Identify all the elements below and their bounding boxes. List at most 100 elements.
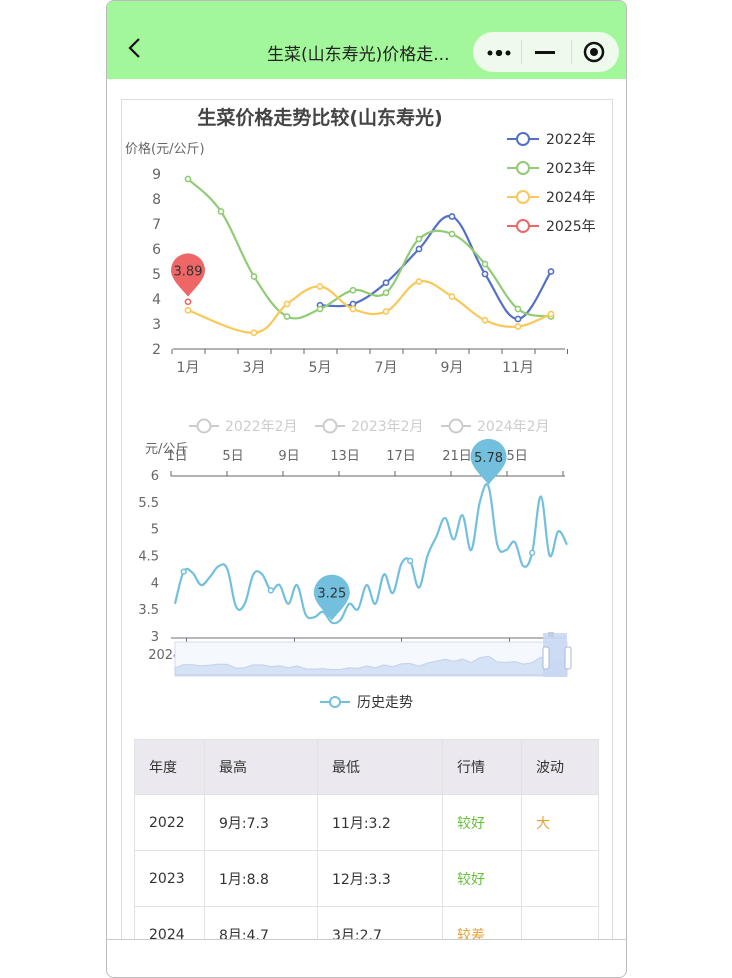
bottom-bar [107,939,626,977]
history-point [529,549,536,556]
cell-high: 1月:8.8 [204,850,318,907]
yearly-comparison-chart: 生菜价格走势比较(山东寿光) 价格(元/公斤) 2022年 2023年 2024年 2… [125,106,596,376]
history-series-line [173,483,568,625]
chart1-point [415,235,423,243]
chart2-top-tick: 17日 [386,449,416,464]
chart1-point [481,260,489,268]
chart1-pin: 3.89 [171,253,205,297]
chart1-ylabel: 价格(元/公斤) [125,141,205,157]
cell-volatility [521,850,599,907]
capsule-divider [571,40,572,64]
chart1-x-tick: 7月 [375,360,398,376]
chart2-ylabel: 元/公斤 [145,442,188,457]
chart1-legend-item[interactable]: 2023年 [507,161,596,177]
chart2-top-tick: 5日 [222,449,243,464]
chart1-point [415,278,423,285]
chart2-y-tick: 5.5 [138,496,159,511]
mini-program-capsule [473,32,619,72]
chart1-point [382,308,390,315]
chart2-y-tick: 4.5 [138,550,159,565]
chart1-legend-label: 2023年 [546,161,596,177]
chart1-x-tick: 3月 [243,360,266,376]
chart1-point [481,316,489,324]
table-row: 2022 9月:7.3 11月:3.2 较好 大 [134,794,599,851]
data-zoom-slider[interactable] [174,632,572,677]
chart2-top-tick: 9日 [278,449,299,464]
legend-marker [196,418,212,434]
chart2-series-legend[interactable]: 历史走势 [320,695,413,711]
history-point [267,587,274,594]
phone-frame: 生菜(山东寿光)价格走... 生菜价格走势比较(山东寿光) 价格(元/公斤) 2… [106,0,627,978]
header-year: 年度 [134,739,205,795]
chart1-legend-label: 2024年 [546,190,596,206]
chart1-point [250,329,258,337]
zoom-left-handle[interactable] [542,646,550,670]
chart1-point [448,230,456,238]
close-icon[interactable] [583,41,605,63]
legend-marker [516,190,530,204]
header-trend: 行情 [442,739,522,795]
chart1-point [547,310,555,318]
chart1-point [349,286,357,294]
chart2-y-tick: 4 [151,576,159,591]
header-high: 最高 [204,739,318,795]
legend-marker [516,132,530,146]
chart2-top-tick: 1日 [166,449,187,464]
chart1-point [316,305,324,313]
minimize-icon[interactable] [535,51,555,54]
chart2-top-tick: 21日 [442,449,472,464]
header-low: 最低 [317,739,443,795]
chart1-y-tick: 6 [152,242,161,258]
chart1-legend-item[interactable]: 2024年 [507,190,596,206]
max-pin-label: 5.78 [474,451,503,466]
cell-trend: 较好 [442,850,522,907]
chart1-point [514,305,522,313]
chart1-legend-item[interactable]: 2025年 [507,219,596,235]
chart2-legend-label: 2024年2月 [477,419,550,435]
legend-marker [516,219,530,233]
cell-trend: 较好 [442,794,522,851]
chart2-top-tick: 13日 [330,449,360,464]
legend-marker [322,418,338,434]
chart2-y-tick: 6 [151,469,159,484]
chart1-series-line [187,279,552,334]
chart1-y-tick: 9 [152,167,161,183]
chart1-point [184,298,192,306]
chart1-x-tick: 9月 [441,360,464,376]
chart1-point [316,283,324,290]
chart1-point [481,270,489,278]
chart1-pin-label: 3.89 [174,264,203,279]
chart1-point [184,175,192,183]
chart1-point [448,293,456,300]
cell-year: 2022 [134,794,205,851]
chart1-legend-item[interactable]: 2022年 [507,132,596,148]
chart2-legend-item[interactable]: 2024年2月 [441,418,550,435]
table-header: 年度 最高 最低 行情 波动 [134,739,599,795]
chart1-point [415,245,423,253]
chart2-y-tick: 3.5 [138,603,159,618]
max-pin: 5.78 [470,438,507,485]
chart1-point [514,315,522,323]
cell-high: 9月:7.3 [204,794,318,851]
legend-marker [448,418,464,434]
min-pin-label: 3.25 [317,587,346,602]
chart2-legend-item[interactable]: 2023年2月 [315,418,424,435]
chart1-y-tick: 2 [152,342,161,358]
capsule-divider [521,40,522,64]
chart2-legend-item[interactable]: 2022年2月 [189,418,298,435]
zoom-move-handle[interactable] [548,632,554,637]
more-icon[interactable] [487,50,511,56]
chart1-point [547,268,555,275]
chart1-y-tick: 7 [152,217,161,233]
back-icon[interactable] [125,37,147,59]
history-point [180,568,187,575]
series-legend-label: 历史走势 [357,695,413,711]
zoom-right-handle[interactable] [564,646,572,670]
chart1-point [349,305,357,313]
chart1-point [514,323,522,330]
cell-low: 11月:3.2 [317,794,443,851]
chart1-point [283,313,291,320]
chart1-y-tick: 3 [152,317,161,333]
min-pin: 3.25 [313,574,350,621]
chart1-x-tick: 11月 [502,360,534,376]
